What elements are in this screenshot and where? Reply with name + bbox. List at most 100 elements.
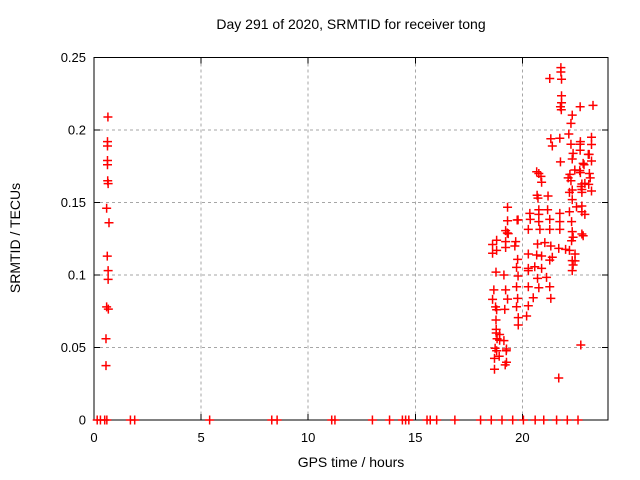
data-point-marker	[102, 415, 112, 425]
x-tick-label: 0	[90, 430, 97, 445]
data-point-marker	[573, 415, 583, 425]
data-point-marker	[523, 224, 533, 234]
data-point-marker	[555, 208, 565, 218]
data-point-marker	[523, 301, 533, 311]
data-point-marker	[580, 178, 590, 188]
data-point-marker	[501, 285, 511, 295]
data-point-marker	[330, 415, 340, 425]
data-point-marker	[543, 191, 553, 201]
data-point-marker	[102, 302, 112, 312]
data-point-marker	[450, 415, 460, 425]
data-point-marker	[491, 315, 501, 325]
data-point-marker	[530, 262, 540, 272]
data-point-marker	[567, 185, 577, 195]
data-point-marker	[513, 320, 523, 330]
data-point-marker	[501, 344, 511, 354]
data-point-marker	[576, 340, 586, 350]
data-point-marker	[503, 229, 513, 239]
data-point-marker	[567, 154, 577, 164]
data-point-marker	[501, 242, 511, 252]
data-point-marker	[500, 360, 510, 370]
data-point-marker	[537, 263, 547, 273]
data-point-marker	[555, 133, 565, 143]
y-tick-label: 0.05	[61, 340, 86, 355]
data-point-marker	[533, 239, 543, 249]
data-point-marker	[564, 129, 574, 139]
data-point-marker	[562, 415, 572, 425]
data-point-marker	[539, 415, 549, 425]
data-point-marker	[540, 238, 550, 248]
data-point-marker	[494, 351, 504, 361]
data-point-marker	[588, 100, 598, 110]
data-point-marker	[499, 270, 509, 280]
data-point-marker	[513, 293, 523, 303]
data-point-marker	[513, 215, 523, 225]
data-point-marker	[584, 179, 594, 189]
data-point-marker	[101, 361, 111, 371]
data-point-marker	[546, 293, 556, 303]
data-point-marker	[554, 373, 564, 383]
data-point-marker	[585, 173, 595, 183]
data-point-marker	[532, 167, 542, 177]
data-point-marker	[272, 415, 282, 425]
data-point-marker	[575, 145, 585, 155]
x-tick-label: 5	[197, 430, 204, 445]
data-point-marker	[533, 193, 543, 203]
data-point-marker	[555, 224, 565, 234]
data-point-marker	[205, 415, 215, 425]
data-point-marker	[568, 260, 578, 270]
data-point-marker	[587, 156, 597, 166]
data-point-marker	[489, 285, 499, 295]
data-point-marker	[546, 241, 556, 251]
data-point-marker	[561, 244, 571, 254]
data-point-marker	[530, 415, 540, 425]
data-point-marker	[579, 160, 589, 170]
data-point-marker	[567, 266, 577, 276]
y-tick-label: 0.25	[61, 50, 86, 65]
data-point-marker	[492, 346, 502, 356]
data-point-marker	[404, 415, 414, 425]
data-point-marker	[584, 149, 594, 159]
data-point-marker	[568, 232, 578, 242]
data-point-marker	[552, 415, 562, 425]
x-tick-label: 10	[301, 430, 315, 445]
chart-title: Day 291 of 2020, SRMTID for receiver ton…	[216, 16, 486, 32]
y-tick-label: 0.1	[68, 268, 86, 283]
data-point-marker	[500, 304, 510, 314]
data-point-marker	[102, 160, 112, 170]
data-point-marker	[564, 207, 574, 217]
data-point-marker	[578, 158, 588, 168]
data-point-marker	[103, 266, 113, 276]
data-point-marker	[503, 294, 513, 304]
data-point-marker	[104, 218, 114, 228]
data-point-marker	[577, 229, 587, 239]
data-point-marker	[587, 186, 597, 196]
data-point-marker	[492, 305, 502, 315]
data-point-marker	[513, 254, 523, 264]
data-point-marker	[568, 148, 578, 158]
data-point-marker	[523, 282, 533, 292]
data-point-marker	[499, 336, 509, 346]
data-point-marker	[565, 169, 575, 179]
data-point-marker	[102, 251, 112, 261]
data-point-marker	[489, 353, 499, 363]
data-point-marker	[103, 304, 113, 314]
data-point-marker	[566, 139, 576, 149]
data-point-marker	[542, 272, 552, 282]
data-point-marker	[545, 224, 555, 234]
data-point-marker	[385, 415, 395, 425]
data-point-marker	[546, 134, 556, 144]
data-point-marker	[503, 202, 513, 212]
data-point-marker	[102, 203, 112, 213]
data-point-marker	[545, 214, 555, 224]
data-point-marker	[570, 256, 580, 266]
data-point-marker	[101, 334, 111, 344]
data-point-marker	[557, 98, 567, 108]
data-point-marker	[476, 415, 486, 425]
data-point-marker	[545, 282, 555, 292]
data-point-marker	[580, 209, 590, 219]
data-point-marker	[489, 364, 499, 374]
data-point-marker	[533, 273, 543, 283]
